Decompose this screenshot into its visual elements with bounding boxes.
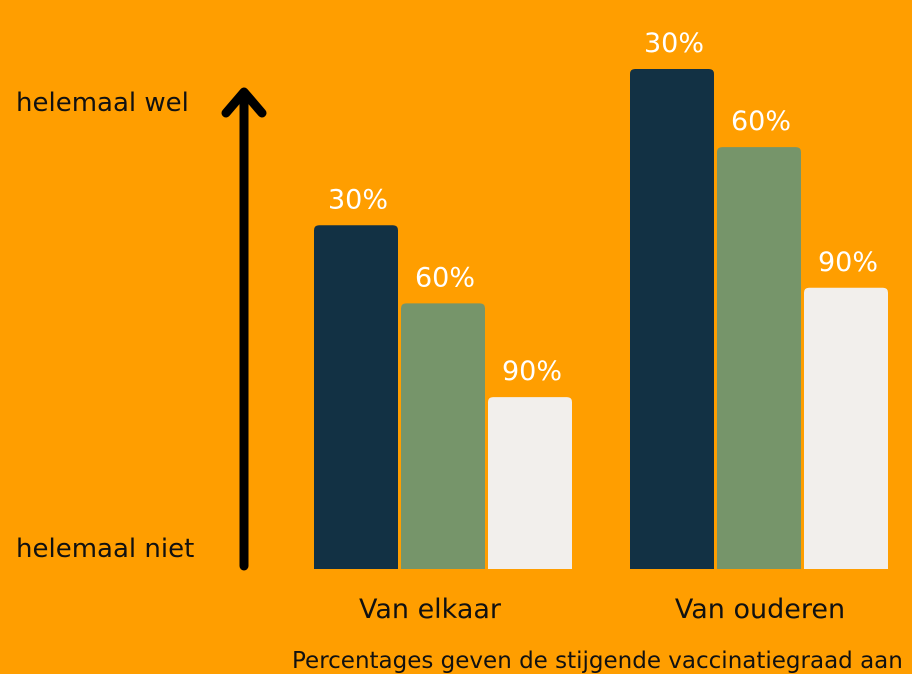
bar-van-ouderen-series-3 — [804, 287, 888, 569]
data-label-van-elkaar-series-1: 30% — [328, 184, 388, 215]
data-label-van-ouderen-series-2: 60% — [731, 106, 791, 137]
y-axis-bottom-label: helemaal niet — [16, 534, 195, 564]
bar-van-ouderen-series-2 — [717, 147, 801, 569]
bar-van-ouderen-series-1 — [630, 69, 714, 569]
bar-van-elkaar-series-2 — [401, 303, 485, 569]
footnote: Percentages geven de stijgende vaccinati… — [292, 648, 903, 674]
data-label-van-ouderen-series-3: 90% — [818, 247, 878, 278]
data-label-van-elkaar-series-2: 60% — [415, 262, 475, 293]
category-label-van-ouderen: Van ouderen — [674, 594, 846, 625]
y-axis-arrow — [221, 87, 267, 571]
bar-van-elkaar-series-3 — [488, 397, 572, 569]
data-label-van-elkaar-series-3: 90% — [502, 356, 562, 387]
category-label-van-elkaar: Van elkaar — [358, 594, 502, 625]
bar-van-elkaar-series-1 — [314, 225, 398, 569]
data-label-van-ouderen-series-1: 30% — [644, 28, 704, 59]
y-axis-top-label: helemaal wel — [16, 88, 189, 118]
